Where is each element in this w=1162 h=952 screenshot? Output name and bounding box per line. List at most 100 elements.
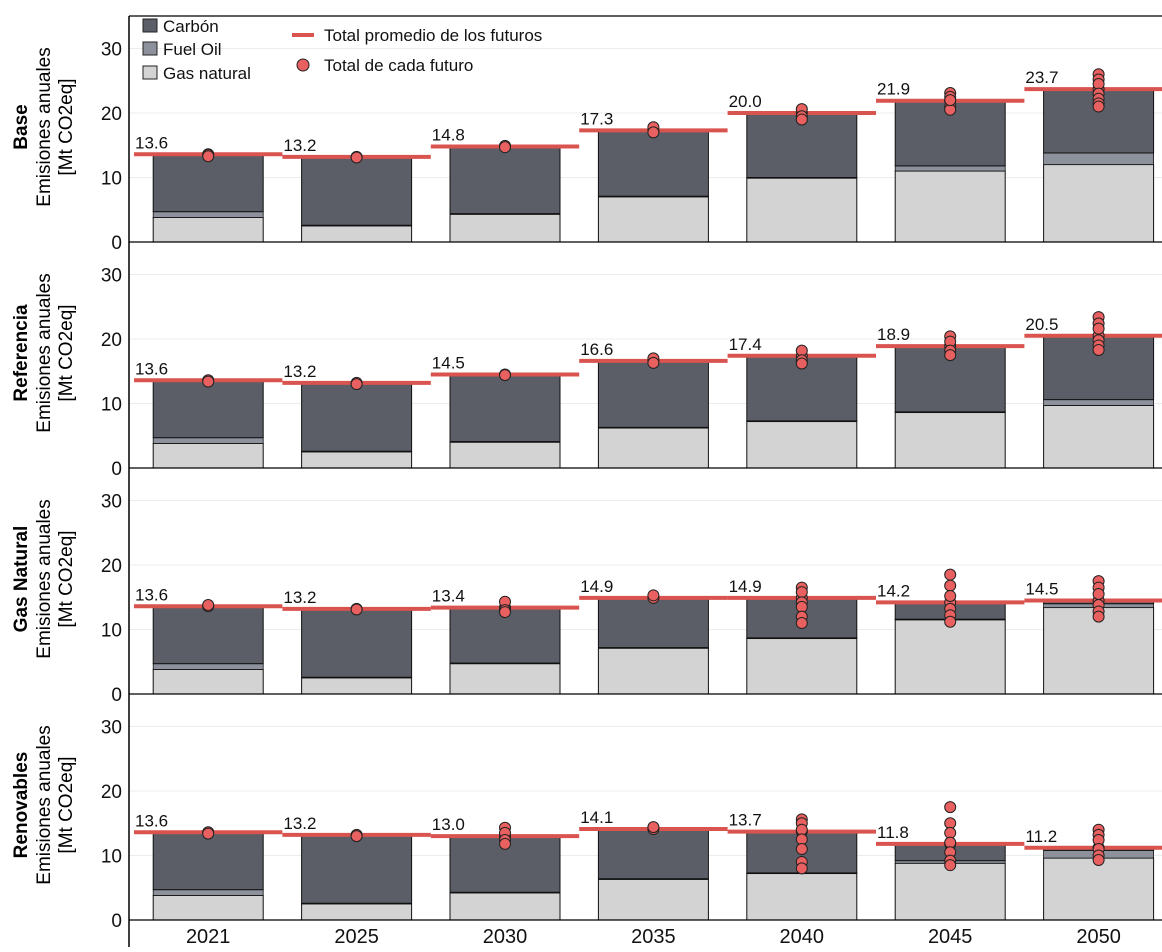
bar-gas-natural [894,170,1006,243]
y-axis-label-unit: [Mt CO2eq] [56,78,77,175]
bar-carbon [597,129,709,197]
bar-carbon [301,834,413,904]
y-tick-label: 0 [111,459,122,480]
y-tick-label: 30 [101,492,122,513]
bar-gas-natural [597,878,709,921]
bar-carbon [449,373,561,443]
future-point [795,843,808,856]
y-axis-label: Emisiones anuales [34,499,55,658]
mean-value-label: 14.5 [1025,579,1058,598]
x-tick-label: 2040 [780,926,825,947]
legend-label: Total de cada futuro [324,56,473,75]
bar-carbon [597,597,709,649]
mean-value-label: 13.6 [135,811,168,830]
panel-title: Renovables [11,752,32,859]
y-axis-label: Emisiones anuales [34,725,55,884]
bar-carbon [301,382,413,452]
bar-gas-natural [1043,404,1155,469]
future-point [499,837,511,850]
bar-carbon [597,360,709,428]
y-axis-label-unit: [Mt CO2eq] [56,756,77,853]
y-tick-label: 20 [101,330,122,351]
y-axis-label: Emisiones anuales [34,273,55,432]
bar-carbon [301,156,413,226]
y-tick-label: 20 [101,782,122,803]
bar-fuel-oil [1043,399,1154,406]
bar-carbon [597,828,709,880]
panel-title: Gas Natural [11,526,32,633]
x-axis: 2021 2025 2030 2035 2040 2045 2050 [186,926,1121,948]
bar-gas-natural [152,442,264,469]
future-point [944,94,957,107]
y-tick-label: 0 [111,911,122,932]
future-point [944,801,957,814]
legend-label: Total promedio de los futuros [324,26,542,45]
future-point [944,859,957,872]
future-point [202,375,215,388]
future-point [202,598,215,611]
mean-value-label: 13.6 [135,133,168,152]
bar-gas-natural [301,903,413,921]
future-point [1092,343,1105,356]
future-point [647,126,660,139]
bar-gas-natural [449,213,561,243]
future-point [1092,588,1105,601]
bar-carbon [152,831,264,891]
bar-gas-natural [597,647,709,695]
mean-value-label: 13.7 [729,811,762,830]
future-point [647,589,660,602]
future-point [1092,322,1105,335]
legend-swatch [142,18,158,33]
bar-gas-natural [1043,164,1155,243]
panel-base: 0 10 20 30 Base Emisiones anuales [Mt CO2eq] 13… [11,16,1162,254]
future-point [795,617,808,630]
panel-referencia: 0 10 20 30 Referencia Emisiones anuales [Mt CO… [11,242,1162,480]
bar-fuel-oil [152,211,264,218]
mean-value-label: 23.7 [1025,68,1058,87]
bar-gas-natural [1043,857,1155,921]
x-tick-label: 2035 [631,926,676,947]
legend-swatch [142,41,158,56]
mean-value-label: 13.2 [283,362,316,381]
future-point [944,579,957,592]
bar-fuel-oil [152,437,264,444]
x-tick-label: 2021 [186,926,231,947]
y-tick-label: 10 [101,395,122,416]
x-tick-label: 2045 [928,926,973,947]
legend-label: Gas natural [163,64,251,83]
bar-gas-natural [152,216,264,243]
bar-gas-natural [746,873,858,921]
future-point [647,356,660,369]
bar-fuel-oil [152,663,264,670]
bar-gas-natural [894,862,1006,921]
y-tick-label: 30 [101,718,122,739]
mean-value-label: 13.2 [283,136,316,155]
bar-gas-natural [449,441,561,469]
future-point [944,589,957,602]
mean-value-label: 13.4 [432,587,465,606]
mean-value-label: 11.8 [877,823,909,842]
bar-gas-natural [449,663,561,695]
mean-value-label: 14.2 [877,581,910,600]
future-point [499,606,511,619]
panel-gas-natural: 0 10 20 30 Gas Natural Emisiones anuales [Mt C… [11,468,1162,706]
x-tick-label: 2025 [334,926,379,947]
y-axis-label-unit: [Mt CO2eq] [56,304,77,401]
mean-value-label: 16.6 [580,340,613,359]
bar-carbon [152,605,264,665]
future-point [1092,854,1105,867]
future-point [350,151,363,164]
future-point [499,141,511,154]
y-tick-label: 30 [101,40,122,61]
mean-value-label: 14.9 [580,577,613,596]
mean-value-label: 14.1 [580,808,613,827]
mean-value-label: 17.4 [729,335,762,354]
future-point [944,568,957,581]
bar-gas-natural [894,412,1006,469]
y-axis-label: Emisiones anuales [34,47,55,206]
future-point [1092,610,1105,623]
bar-gas-natural [597,196,709,243]
bar-gas-natural [894,619,1006,695]
future-point [350,603,363,616]
